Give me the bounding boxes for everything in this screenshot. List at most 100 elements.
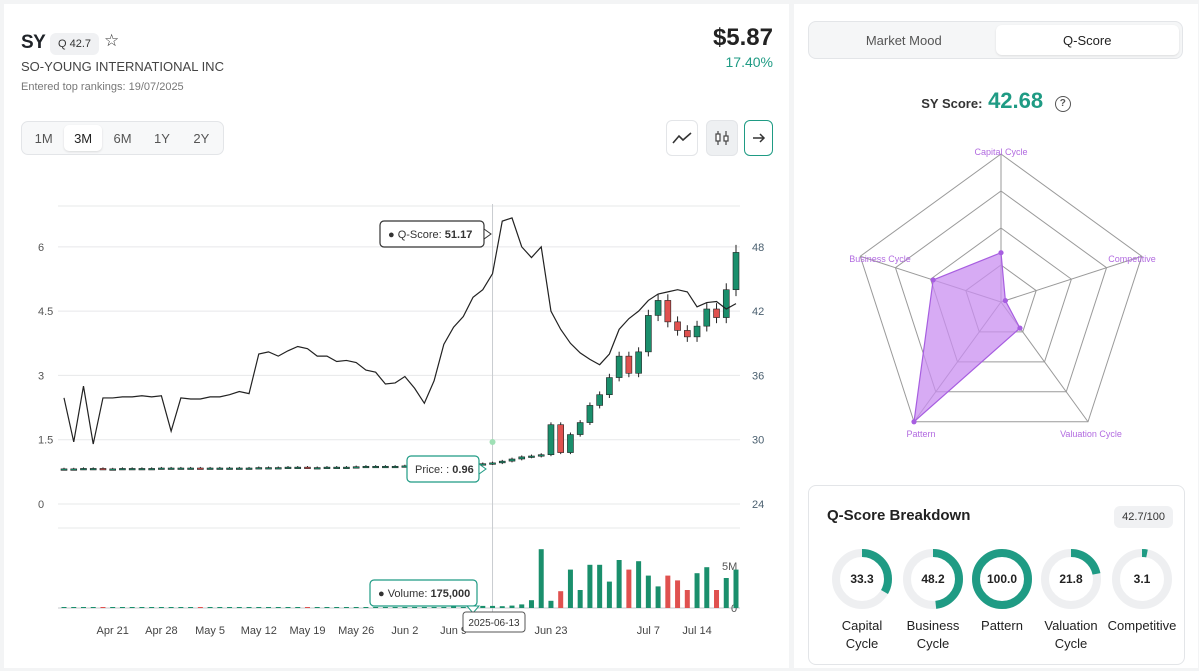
range-1y[interactable]: 1Y — [153, 130, 170, 146]
score-donut: 100.0 — [970, 547, 1034, 611]
candle — [236, 467, 243, 470]
candle — [664, 300, 672, 323]
volume-bar — [645, 575, 651, 608]
candle — [615, 355, 623, 378]
volume-bar — [256, 607, 262, 608]
price-tooltip-arrow — [478, 463, 487, 475]
volume-bar — [451, 605, 457, 608]
candle — [99, 468, 107, 471]
volume-tooltip-text: ● Volume: 175,000 — [378, 588, 470, 600]
candlestick-button[interactable] — [706, 120, 738, 156]
volume-bar — [509, 605, 515, 608]
price-tick-label: 4.5 — [38, 306, 53, 318]
candle — [128, 468, 136, 471]
candle — [508, 458, 516, 462]
view-tabs: Market Mood Q-Score — [808, 21, 1183, 59]
donut-fill — [832, 549, 892, 609]
donut-ring — [1041, 549, 1101, 609]
candle — [498, 460, 506, 464]
candle — [684, 330, 691, 338]
volume-bar — [421, 607, 427, 608]
donut-value: 100.0 — [986, 572, 1018, 586]
date-tooltip: 2025-06-13 — [468, 618, 520, 629]
donut-value: 3.1 — [1133, 572, 1151, 586]
date-tooltip-box — [462, 611, 526, 633]
radar-point — [1002, 297, 1008, 304]
radar-ring — [930, 227, 1072, 363]
ticker-symbol: SY — [21, 32, 46, 53]
donut-label-line: Business — [906, 618, 960, 633]
candle — [625, 355, 633, 374]
price-tooltip: Price: : 0.96 — [406, 455, 487, 483]
candle — [343, 466, 350, 469]
donut-label: Valuation Cycle — [1031, 617, 1111, 653]
donut-fill — [972, 549, 1032, 609]
volume-bar — [100, 607, 106, 608]
candle — [528, 455, 535, 458]
arrow-right-button[interactable] — [744, 120, 773, 156]
tab-q-score[interactable]: Q-Score — [995, 25, 1179, 55]
volume-bar — [343, 607, 349, 608]
line-chart-button[interactable] — [666, 120, 698, 156]
volume-bar — [353, 607, 359, 608]
score-donut: 33.3 — [830, 547, 894, 611]
radar-ring — [859, 153, 1143, 423]
price-tick-label: 1.5 — [38, 435, 53, 447]
donut-label-line: Cycle — [1054, 636, 1088, 651]
score-header: SY Score: 42.68 ? — [794, 88, 1198, 114]
candle — [557, 424, 564, 453]
volume-bar — [275, 607, 281, 608]
tab-market-mood[interactable]: Market Mood — [865, 32, 942, 48]
volume-bar — [412, 607, 418, 608]
candle — [265, 467, 272, 470]
candle — [362, 465, 370, 469]
date-tick-label: Jul 14 — [682, 625, 711, 637]
range-3m[interactable]: 3M — [64, 125, 102, 151]
volume-bar — [431, 607, 437, 608]
radar-area — [913, 251, 1021, 424]
volume-bar — [490, 605, 496, 608]
volume-bar — [694, 573, 700, 608]
range-1m[interactable]: 1M — [34, 130, 53, 146]
price: $5.87 — [712, 24, 773, 51]
donut-label: Competitive — [1102, 617, 1182, 635]
range-6m[interactable]: 6M — [113, 130, 132, 146]
volume-tooltip-arrow — [465, 605, 481, 614]
donut-value: 48.2 — [921, 572, 945, 586]
price-chart[interactable]: 0 1.5 3 4.5 6 24 30 36 42 48 5M 0 Apr 21 Apr 28 May 5 M… — [4, 4, 789, 668]
question-icon[interactable]: ? — [1054, 96, 1071, 112]
price-change: 17.40% — [725, 54, 773, 70]
radar-point — [998, 250, 1004, 256]
candle — [138, 468, 146, 471]
volume-bar — [587, 564, 593, 608]
volume-bar — [733, 569, 739, 608]
score-donut: 3.1 — [1110, 547, 1174, 611]
star-icon[interactable]: ☆ — [104, 31, 120, 50]
radar-spoke — [1000, 255, 1142, 303]
volume-bar — [266, 607, 272, 608]
volume-bar — [285, 607, 291, 608]
donut-label-line: Competitive — [1107, 618, 1177, 633]
candle — [537, 454, 545, 457]
volume-bar — [567, 569, 573, 608]
donut-fill — [903, 549, 963, 609]
volume-bar — [606, 581, 612, 608]
candle — [732, 252, 740, 291]
volume-bar — [402, 607, 408, 608]
range-2y[interactable]: 2Y — [193, 130, 210, 146]
company-name: SO-YOUNG INTERNATIONAL INC — [21, 59, 224, 74]
q-score-tick-label: 36 — [752, 370, 764, 382]
donut-ring — [972, 549, 1032, 609]
volume-bar — [684, 590, 690, 608]
candle — [167, 467, 175, 470]
volume-bar — [334, 607, 340, 608]
volume-bar — [665, 575, 671, 608]
date-tick-label: May 26 — [338, 625, 374, 637]
donut-label: Business Cycle — [893, 617, 973, 653]
radar-chart: Capital Cycle Competitive Valuation Cycle P… — [849, 147, 1156, 439]
candle — [245, 467, 253, 470]
radar-ring — [894, 190, 1108, 393]
date-tick-label: Jun 9 — [440, 625, 467, 637]
volume-bar — [538, 549, 544, 608]
q-score-tooltip-arrow — [483, 228, 492, 240]
